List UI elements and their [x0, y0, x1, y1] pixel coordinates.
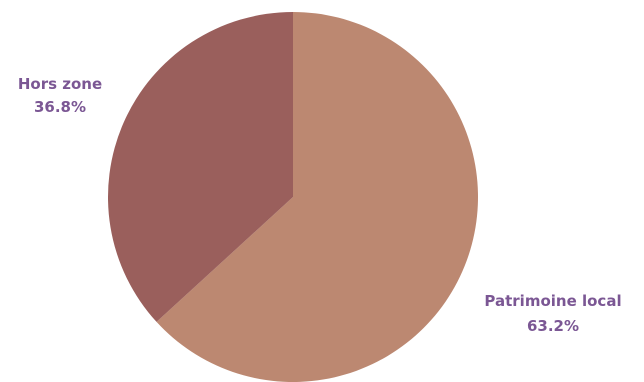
pie-slice-patrimoine-local [156, 12, 479, 382]
pie-labels: Patrimoine local 63.2% Hors zone 36.8% [18, 75, 622, 335]
pie-slices [107, 12, 479, 382]
slice-label-hors-zone-value: 36.8% [34, 98, 86, 116]
slice-label-patrimoine-local-value: 63.2% [527, 317, 579, 335]
pie-slice-hors-zone [107, 12, 293, 322]
slice-label-hors-zone-name: Hors zone [18, 75, 102, 93]
slice-label-patrimoine-local-name: Patrimoine local [484, 292, 621, 310]
